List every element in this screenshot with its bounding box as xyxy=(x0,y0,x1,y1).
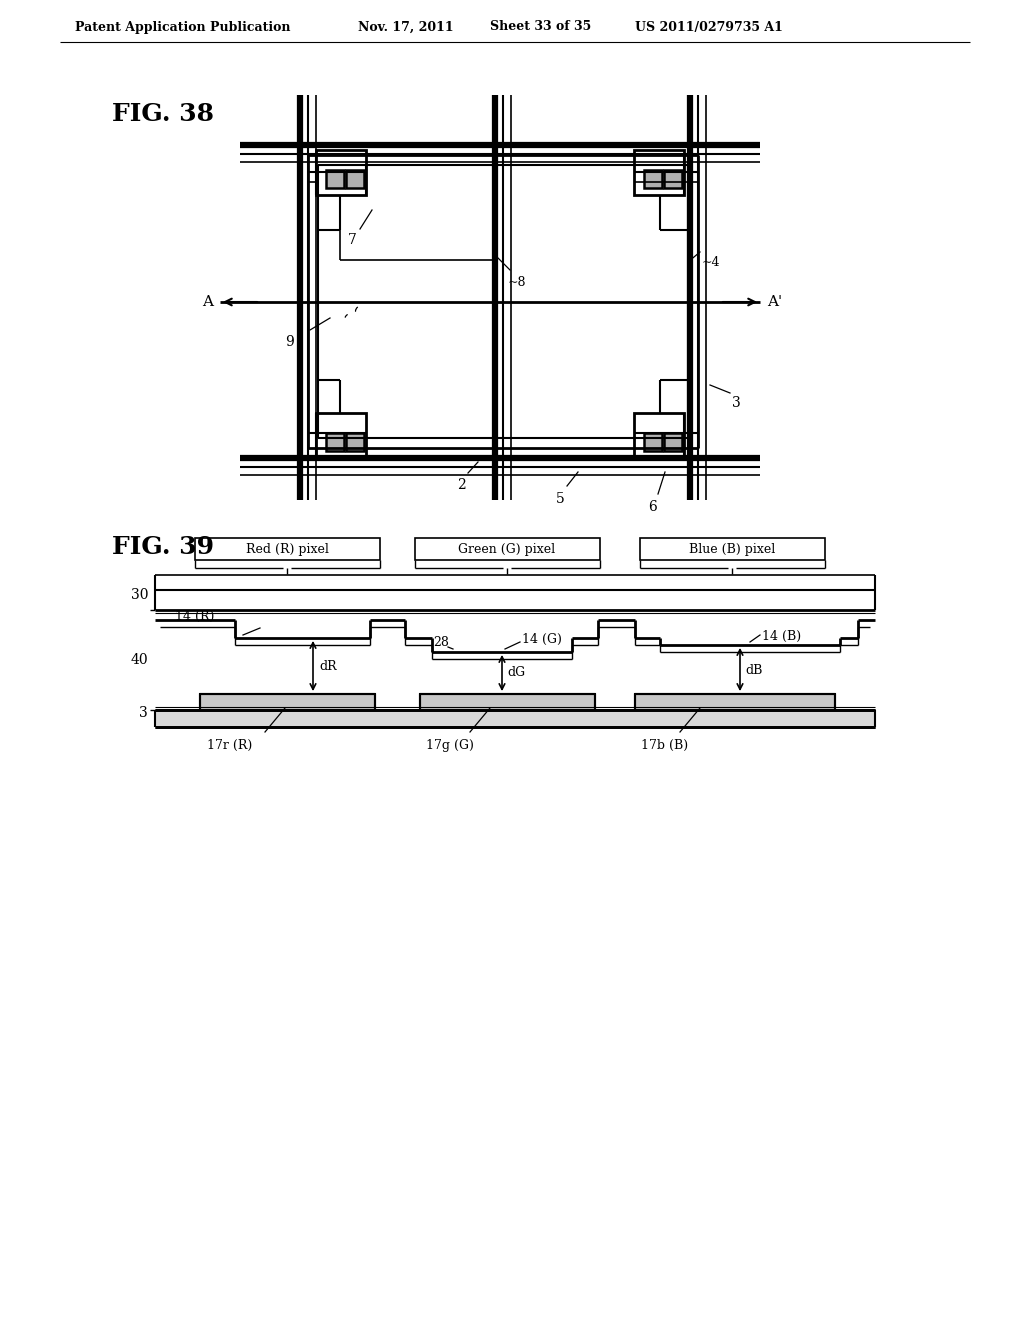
Text: 9: 9 xyxy=(285,335,294,348)
Text: 17g (G): 17g (G) xyxy=(426,739,474,752)
Text: 14 (B): 14 (B) xyxy=(762,630,801,643)
Bar xyxy=(634,413,684,458)
Text: 3: 3 xyxy=(732,396,740,411)
Bar xyxy=(644,170,662,187)
Text: dB: dB xyxy=(745,664,763,676)
Text: 3: 3 xyxy=(139,706,148,719)
Text: 30: 30 xyxy=(130,587,148,602)
Bar xyxy=(155,710,874,727)
Text: 40: 40 xyxy=(130,653,148,667)
Text: 17b (B): 17b (B) xyxy=(641,739,688,752)
Bar xyxy=(664,170,682,187)
Text: Red (R) pixel: Red (R) pixel xyxy=(246,543,329,556)
Text: Green (G) pixel: Green (G) pixel xyxy=(459,543,556,556)
Bar xyxy=(326,433,344,451)
Bar xyxy=(640,539,825,560)
Text: US 2011/0279735 A1: US 2011/0279735 A1 xyxy=(635,21,783,33)
Text: Patent Application Publication: Patent Application Publication xyxy=(75,21,291,33)
Text: A: A xyxy=(202,294,213,309)
Text: ~4: ~4 xyxy=(702,256,721,269)
Text: Sheet 33 of 35: Sheet 33 of 35 xyxy=(490,21,591,33)
Bar xyxy=(635,694,835,710)
Bar xyxy=(316,413,366,458)
Bar xyxy=(634,150,684,195)
Text: 6: 6 xyxy=(648,500,656,513)
Text: FIG. 39: FIG. 39 xyxy=(112,535,214,558)
Text: Nov. 17, 2011: Nov. 17, 2011 xyxy=(358,21,454,33)
Bar xyxy=(415,539,600,560)
Bar xyxy=(200,694,375,710)
Text: ~8: ~8 xyxy=(508,276,526,289)
Text: dR: dR xyxy=(319,660,337,672)
Text: FIG. 38: FIG. 38 xyxy=(112,102,214,125)
Bar xyxy=(195,539,380,560)
Text: A': A' xyxy=(767,294,782,309)
Text: 28: 28 xyxy=(433,636,449,649)
Bar xyxy=(664,433,682,451)
Bar xyxy=(644,433,662,451)
Text: 17r (R): 17r (R) xyxy=(208,739,253,752)
Bar xyxy=(420,694,595,710)
Text: dG: dG xyxy=(507,667,525,680)
Bar xyxy=(346,433,364,451)
Text: 14 (R): 14 (R) xyxy=(175,610,214,623)
Text: 7: 7 xyxy=(348,234,357,247)
Bar xyxy=(346,170,364,187)
Text: Blue (B) pixel: Blue (B) pixel xyxy=(689,543,775,556)
Bar xyxy=(316,150,366,195)
Text: 14 (G): 14 (G) xyxy=(522,634,562,645)
Text: 5: 5 xyxy=(556,492,565,506)
Bar xyxy=(326,170,344,187)
Text: 2: 2 xyxy=(457,478,466,492)
